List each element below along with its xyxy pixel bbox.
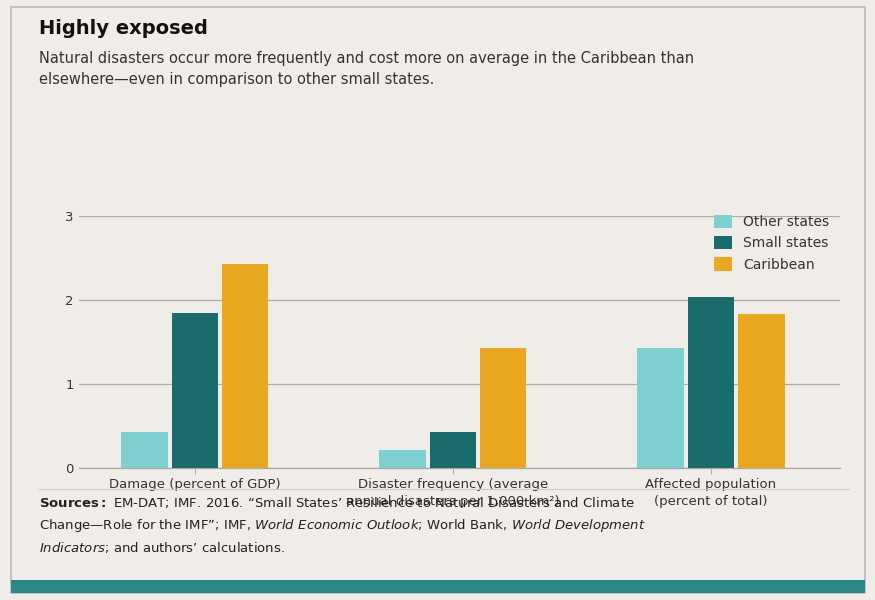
Bar: [688, 298, 734, 468]
Bar: [380, 449, 426, 468]
Bar: [222, 264, 269, 468]
Bar: [172, 313, 218, 468]
Bar: [637, 348, 684, 468]
Text: $\mathbf{Sources:}$ EM-DAT; IMF. 2016. “Small States’ Resilience to Natural Disa: $\mathbf{Sources:}$ EM-DAT; IMF. 2016. “…: [39, 495, 646, 555]
Bar: [430, 432, 476, 468]
Bar: [480, 348, 527, 468]
Bar: [122, 432, 168, 468]
Legend: Other states, Small states, Caribbean: Other states, Small states, Caribbean: [710, 211, 833, 276]
Text: Highly exposed: Highly exposed: [39, 19, 208, 38]
Text: Natural disasters occur more frequently and cost more on average in the Caribbea: Natural disasters occur more frequently …: [39, 51, 695, 87]
Bar: [738, 314, 785, 468]
